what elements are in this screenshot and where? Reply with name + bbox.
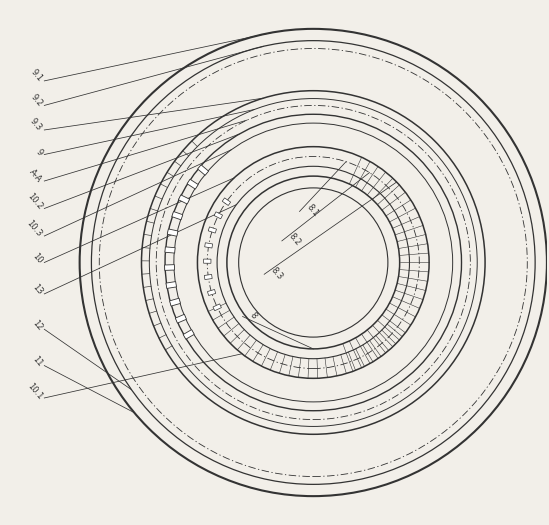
- Polygon shape: [187, 179, 198, 189]
- Text: 9.2: 9.2: [29, 92, 44, 108]
- Polygon shape: [183, 330, 194, 339]
- Polygon shape: [222, 198, 231, 205]
- Polygon shape: [172, 212, 183, 220]
- Polygon shape: [165, 265, 175, 270]
- Polygon shape: [170, 298, 181, 306]
- Text: A-A: A-A: [28, 167, 44, 184]
- Text: 8.3: 8.3: [269, 265, 284, 281]
- Text: 10: 10: [30, 251, 44, 266]
- Text: 10.2: 10.2: [25, 192, 44, 212]
- Polygon shape: [167, 229, 178, 236]
- Polygon shape: [165, 247, 175, 253]
- Polygon shape: [204, 275, 212, 279]
- Polygon shape: [175, 314, 187, 323]
- Text: 8: 8: [248, 311, 258, 320]
- Text: 10.3: 10.3: [25, 219, 44, 239]
- Polygon shape: [204, 259, 211, 263]
- Polygon shape: [214, 212, 222, 219]
- Text: 8.1: 8.1: [305, 203, 320, 218]
- Text: 13: 13: [30, 283, 44, 297]
- Polygon shape: [208, 227, 216, 233]
- Text: 11: 11: [30, 355, 44, 369]
- Polygon shape: [178, 195, 189, 204]
- Text: 8.2: 8.2: [287, 232, 302, 248]
- Text: 10.1: 10.1: [25, 381, 44, 401]
- Polygon shape: [166, 281, 176, 288]
- Polygon shape: [198, 165, 209, 175]
- Polygon shape: [208, 289, 216, 296]
- Polygon shape: [213, 304, 221, 311]
- Polygon shape: [205, 243, 212, 248]
- Text: 9: 9: [33, 148, 44, 158]
- Text: 9.1: 9.1: [29, 68, 44, 84]
- Text: 9.3: 9.3: [29, 117, 44, 133]
- Text: 12: 12: [30, 318, 44, 332]
